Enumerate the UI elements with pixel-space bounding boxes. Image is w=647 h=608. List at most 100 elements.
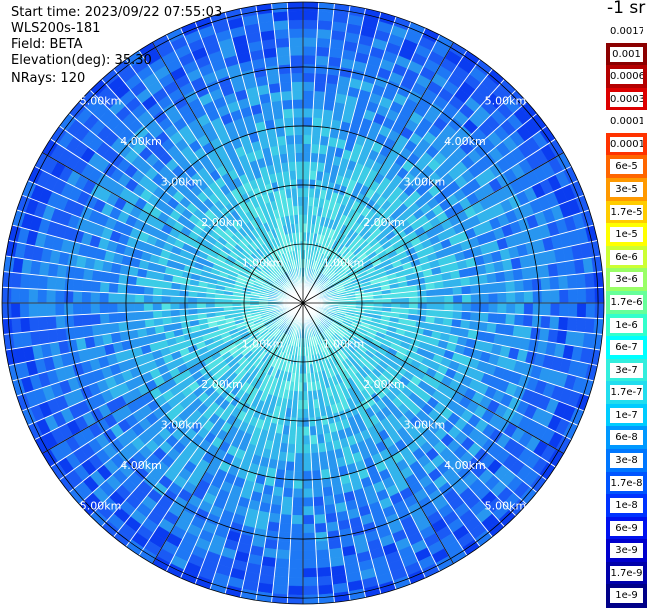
range-label: 4.00km <box>444 459 486 472</box>
colorbar-label: 3e-8 <box>610 453 643 468</box>
ppi-cell <box>64 278 74 291</box>
ppi-cell <box>303 551 316 560</box>
ppi-cell <box>313 497 324 507</box>
ppi-cell <box>524 303 533 315</box>
ppi-cell <box>29 317 39 332</box>
colorbar-label: 3e-6 <box>610 272 643 287</box>
colorbar-swatch: 0.0003 <box>606 88 647 111</box>
ppi-cell <box>314 514 326 524</box>
ppi-cell <box>316 550 330 560</box>
ppi-cell <box>409 297 418 303</box>
ppi-cell <box>73 303 82 315</box>
ppi-cell <box>290 46 303 55</box>
colorbar-swatch: 6e-9 <box>606 517 647 540</box>
ppi-cell <box>311 135 320 144</box>
colorbar-label: 1e-6 <box>610 318 643 333</box>
ppi-cell <box>427 296 436 303</box>
ppi-cell <box>551 303 560 316</box>
colorbar-label: 3e-7 <box>610 363 643 378</box>
ppi-cell <box>20 288 29 303</box>
ppi-cell <box>274 567 289 577</box>
colorbar-label: 0.0017 <box>610 24 643 39</box>
ppi-cell <box>276 47 290 57</box>
ppi-cell <box>303 453 311 462</box>
ppi-cell <box>37 289 46 303</box>
ppi-cell <box>322 487 333 497</box>
ppi-cell <box>522 267 532 280</box>
ppi-cell <box>126 294 135 303</box>
colorbar-swatch: 1e-9 <box>606 584 647 607</box>
ppi-cell <box>267 522 280 532</box>
ppi-cell <box>322 109 333 119</box>
ppi-cell <box>170 303 179 310</box>
ppi-cell <box>303 135 312 144</box>
ppi-cell <box>542 290 551 303</box>
ppi-cell <box>524 291 533 303</box>
ppi-cell <box>313 100 324 110</box>
ppi-cell <box>295 144 303 153</box>
ppi-cell <box>533 303 542 316</box>
range-label: 3.00km <box>161 176 203 189</box>
ppi-cell <box>273 109 284 119</box>
ppi-cell <box>11 272 21 288</box>
ppi-cell <box>287 444 295 453</box>
ppi-cell <box>523 315 533 327</box>
ppi-cell <box>325 83 337 93</box>
ppi-cell <box>303 188 309 197</box>
ppi-cell <box>20 317 30 332</box>
ppi-cell <box>267 74 280 84</box>
ppi-cell <box>290 542 303 551</box>
ppi-cell <box>287 2 303 11</box>
ppi-cell <box>311 453 320 462</box>
ppi-cell <box>270 504 282 514</box>
ppi-cell <box>312 126 322 136</box>
ppi-cell <box>293 480 303 489</box>
colorbar-swatch: 0.0017 <box>606 20 647 43</box>
ppi-cell <box>297 409 303 418</box>
ppi-cell <box>514 280 524 292</box>
ppi-cell <box>480 303 489 313</box>
ppi-cell <box>161 296 170 303</box>
ppi-cell <box>144 295 153 303</box>
ppi-cell <box>11 303 20 318</box>
ppi-cell <box>303 64 316 73</box>
colorbar-swatch: 1.7e-8 <box>606 472 647 495</box>
ppi-cell <box>288 586 303 595</box>
ppi-cell <box>297 179 303 188</box>
ppi-cell <box>576 273 586 288</box>
colorbar-swatch: 1e-6 <box>606 314 647 337</box>
ppi-cell <box>303 126 312 135</box>
ppi-cell <box>303 497 314 506</box>
ppi-cell <box>453 295 462 303</box>
ppi-cell <box>506 281 516 293</box>
colorbar: 0.00170.0010.00060.00030.000170.00016e-5… <box>606 20 647 607</box>
ppi-cell <box>273 487 284 497</box>
ppi-cell <box>303 170 310 179</box>
ppi-cell <box>480 293 489 303</box>
ppi-cell <box>289 568 303 577</box>
ppi-cell <box>144 303 153 311</box>
ppi-cell <box>317 20 332 30</box>
ppi-cell <box>289 29 303 38</box>
ppi-cell <box>303 117 313 126</box>
ppi-cell <box>409 303 418 309</box>
ppi-cell <box>317 576 332 586</box>
ppi-cell <box>522 326 532 339</box>
ppi-cell <box>497 313 507 324</box>
ppi-cell <box>91 281 101 293</box>
ppi-cell <box>559 289 568 303</box>
ppi-cell <box>324 92 336 102</box>
range-label: 4.00km <box>444 135 486 148</box>
ppi-cell <box>316 558 330 568</box>
ppi-cell <box>559 303 568 317</box>
colorbar-label: 6e-5 <box>610 159 643 174</box>
ppi-cell <box>38 275 48 289</box>
ppi-cell <box>313 109 324 119</box>
ppi-cell <box>278 64 291 74</box>
colorbar-swatch: 1.7e-9 <box>606 562 647 585</box>
ppi-cell <box>324 504 336 514</box>
ppi-cell <box>83 268 93 280</box>
ppi-cell <box>73 315 83 327</box>
ppi-cell <box>2 318 12 334</box>
ppi-cell <box>286 453 295 462</box>
